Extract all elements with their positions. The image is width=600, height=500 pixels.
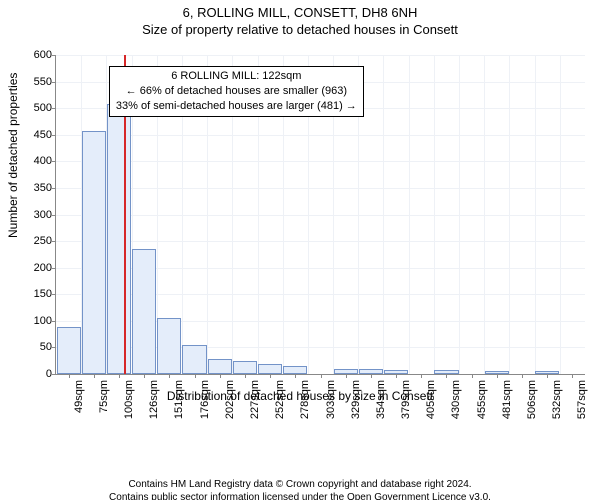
x-tick [396,374,397,378]
gridline-v [383,55,384,374]
gridline-h [56,188,585,189]
gridline-v [409,55,410,374]
x-tick-label: 329sqm [350,341,362,380]
x-tick-label: 303sqm [325,341,337,380]
x-tick-label: 430sqm [450,341,462,380]
y-tick [52,321,56,322]
y-tick [52,55,56,56]
gridline-v [535,55,536,374]
gridline-v [434,55,435,374]
x-tick [295,374,296,378]
x-axis-label: Distribution of detached houses by size … [0,389,600,403]
x-tick-label: 481sqm [501,341,513,380]
x-tick-label: 455sqm [476,341,488,380]
footer-line-2: Contains public sector information licen… [0,492,600,500]
x-tick [497,374,498,378]
x-tick-label: 379sqm [400,341,412,380]
x-tick-label: 506sqm [526,341,538,380]
y-tick-label: 550 [34,76,52,88]
y-tick-label: 50 [40,341,52,353]
y-tick [52,108,56,109]
y-tick [52,347,56,348]
annotation-box: 6 ROLLING MILL: 122sqm← 66% of detached … [109,66,364,117]
attribution-footer: Contains HM Land Registry data © Crown c… [0,479,600,500]
chart-subtitle: Size of property relative to detached ho… [0,22,600,37]
x-tick-label: 227sqm [249,341,261,380]
x-tick [522,374,523,378]
annotation-line: ← 66% of detached houses are smaller (96… [116,84,357,99]
x-tick-label: 532sqm [551,341,563,380]
y-tick-label: 200 [34,262,52,274]
x-tick [321,374,322,378]
x-tick [94,374,95,378]
y-axis-label: Number of detached properties [6,73,20,238]
x-tick [572,374,573,378]
y-tick [52,135,56,136]
y-tick [52,294,56,295]
gridline-v [509,55,510,374]
gridline-v [560,55,561,374]
y-tick-label: 250 [34,235,52,247]
plot-area: 05010015020025030035040045050055060049sq… [55,55,585,375]
x-tick-label: 252sqm [274,341,286,380]
footer-line-1: Contains HM Land Registry data © Crown c… [0,479,600,492]
gridline-v [459,55,460,374]
x-tick [245,374,246,378]
gridline-h [56,55,585,56]
chart-wrap: Number of detached properties 0501001502… [0,45,600,445]
x-tick [69,374,70,378]
x-tick [220,374,221,378]
bar [82,131,106,375]
x-tick-label: 354sqm [375,341,387,380]
y-tick-label: 500 [34,102,52,114]
x-tick [346,374,347,378]
bar [107,104,131,374]
annotation-line: 33% of semi-detached houses are larger (… [116,99,357,114]
gridline-h [56,161,585,162]
y-tick-label: 350 [34,182,52,194]
x-tick [195,374,196,378]
chart-title: 6, ROLLING MILL, CONSETT, DH8 6NH [0,5,600,20]
x-tick [472,374,473,378]
x-tick [119,374,120,378]
annotation-line: 6 ROLLING MILL: 122sqm [116,69,357,84]
y-tick [52,268,56,269]
y-tick [52,241,56,242]
x-tick [270,374,271,378]
chart-container: { "title": "6, ROLLING MILL, CONSETT, DH… [0,5,600,500]
x-tick [446,374,447,378]
y-tick [52,82,56,83]
x-tick-label: 405sqm [425,341,437,380]
y-tick [52,161,56,162]
x-tick-label: 557sqm [576,341,588,380]
x-tick [144,374,145,378]
x-tick-label: 278sqm [299,341,311,380]
y-tick [52,188,56,189]
x-tick [547,374,548,378]
x-tick [371,374,372,378]
y-tick-label: 150 [34,288,52,300]
x-tick [169,374,170,378]
x-tick [421,374,422,378]
gridline-v [484,55,485,374]
y-tick-label: 400 [34,155,52,167]
y-tick-label: 600 [34,49,52,61]
y-tick [52,215,56,216]
gridline-h [56,241,585,242]
y-tick-label: 300 [34,209,52,221]
y-tick [52,374,56,375]
y-tick-label: 100 [34,315,52,327]
gridline-h [56,215,585,216]
gridline-h [56,135,585,136]
y-tick-label: 450 [34,129,52,141]
